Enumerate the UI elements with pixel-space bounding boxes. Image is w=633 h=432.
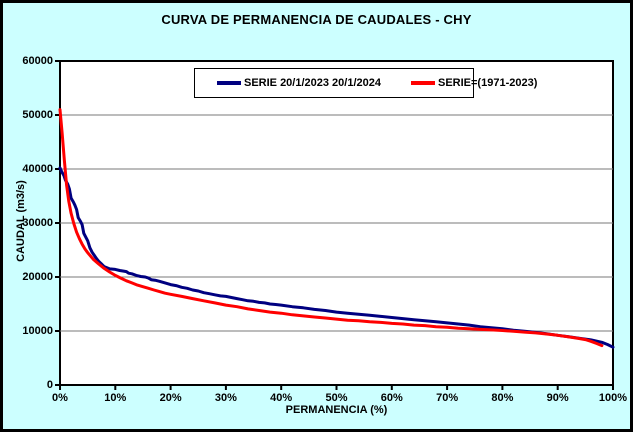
x-tick-label-90: 90% (546, 392, 569, 404)
legend: SERIE 20/1/2023 20/1/2024 SERIE=(1971-20… (194, 68, 537, 98)
legend-line-red-icon (411, 81, 435, 85)
x-tick-label-20: 20% (159, 392, 182, 404)
y-tick-label-20000: 20000 (22, 270, 53, 283)
legend-item-serie-1971-2023: SERIE=(1971-2023) (411, 77, 537, 89)
y-tick-label-50000: 50000 (22, 108, 53, 121)
legend-line-blue-icon (217, 81, 241, 85)
y-axis-title: CAUDAL (m3/s) (15, 180, 27, 262)
legend-label-serie-1971-2023: SERIE=(1971-2023) (438, 77, 538, 89)
x-tick-label-80: 80% (491, 392, 514, 404)
x-axis-title: PERMANENCIA (%) (285, 404, 388, 416)
x-tick-label-10: 10% (104, 392, 127, 404)
y-tick-label-10000: 10000 (22, 324, 53, 337)
y-tick-label-30000: 30000 (22, 216, 53, 229)
x-tick-label-60: 60% (380, 392, 403, 404)
x-tick-label-0: 0% (52, 392, 68, 404)
series-line-1 (58, 108, 604, 348)
series-line-0 (58, 166, 615, 349)
x-tick-label-100: 100% (598, 392, 628, 404)
x-tick-label-40: 40% (270, 392, 293, 404)
x-tick-label-30: 30% (214, 392, 237, 404)
y-tick-label-60000: 60000 (22, 54, 53, 67)
chart-canvas (55, 60, 615, 390)
x-tick-label-50: 50% (325, 392, 348, 404)
y-tick-label-0: 0 (46, 378, 53, 391)
legend-label-serie-2023-2024: SERIE 20/1/2023 20/1/2024 (244, 77, 381, 89)
chart-title: CURVA DE PERMANENCIA DE CAUDALES - CHY (161, 12, 472, 27)
y-tick-label-40000: 40000 (22, 162, 53, 175)
legend-item-serie-2023-2024: SERIE 20/1/2023 20/1/2024 (217, 77, 381, 89)
x-tick-label-70: 70% (436, 392, 459, 404)
